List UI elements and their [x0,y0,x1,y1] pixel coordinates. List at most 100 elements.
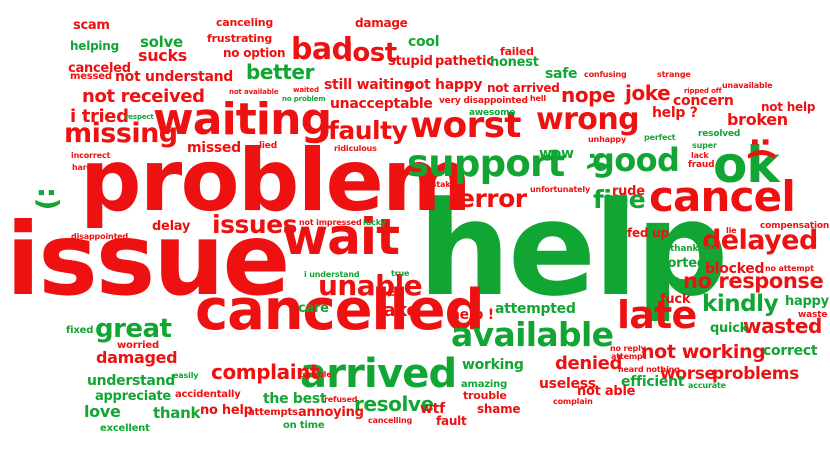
word-on-time: on time [283,420,325,431]
word-worst: worst [410,105,521,146]
word-no-response: no response [683,269,824,293]
word-amazing: amazing [461,379,508,390]
word-available: available [451,315,614,354]
word-faulty: faulty [328,116,408,145]
word-not-working: not working [641,341,766,363]
word-damaged: damaged [96,348,178,367]
word-canceled: canceled [68,61,131,76]
word-better: better [246,60,315,84]
word-waste: waste [798,310,828,320]
word-mistake: mistake [421,180,456,189]
word-attempts: attempts [248,407,298,418]
word-complaint: complaint [211,360,320,384]
word-correct: correct [763,343,818,359]
word-wow: wow [539,146,574,162]
word-messed: messed [70,71,112,82]
word-arrived: arrived [300,351,457,397]
word-refused: refused [324,395,358,404]
word-emoticon: :( [386,290,396,298]
word-not-understand: not understand [115,69,234,85]
word-i-tried: i tried [70,106,129,127]
word-unhappy: unhappy [588,135,627,144]
word-stupid: stupid [388,54,433,69]
word-ready: ready [656,277,685,287]
word-waiting: waiting [153,94,332,145]
word-awesome: awesome [469,108,516,118]
word-still-waiting: still waiting [324,77,414,93]
word-no-help: no help [200,403,253,418]
word-respect: respect [125,113,154,121]
word-i-understand: i understand [304,270,360,279]
word-easily: easily [173,371,199,380]
word-emoticon: :) [32,187,65,210]
word-kindly: kindly [702,291,779,317]
word-hard: hard [72,163,93,172]
word-fake: fake [376,300,419,321]
word-incorrect: incorrect [71,151,111,160]
word-wasted: wasted [743,314,822,338]
word-solve: solve [140,33,183,51]
word-attempted: attempted [495,301,576,317]
word-appreciate: appreciate [95,389,171,404]
word-understand: understand [87,373,176,389]
word-canceling: canceling [216,16,274,29]
word-problems: problems [712,364,799,384]
word-sucks: sucks [138,46,187,65]
word-hell: hell [530,94,546,103]
word-bad: bad [291,32,353,67]
word-ridiculous: ridiculous [334,144,377,153]
word-fuck: fuck [660,292,691,307]
word-unavailable: unavailable [722,81,773,90]
word-quick: quick [710,321,749,336]
word-confusing: confusing [584,70,627,79]
word-scam: scam [73,18,110,33]
word-joke: joke [625,81,671,105]
word-missing: missing [64,118,178,149]
word-wrong: wrong [536,102,640,137]
word-unfortunately: unfortunately [530,185,591,194]
word-lie: lie [726,226,737,235]
word-care: care [298,301,329,316]
word-not-impressed: not impressed [299,218,362,227]
word-not-happy: not happy [405,77,483,93]
word-not-available: not available [229,88,279,96]
word-trouble: trouble [463,389,507,402]
word-denied: denied [555,353,623,374]
word-help: help ! [450,307,494,323]
word-unacceptable: unacceptable [330,96,433,112]
word-worse: worse [660,364,716,384]
word-waited: waited [293,86,319,94]
word-shame: shame [477,402,521,416]
word-rude: rude [612,184,645,199]
word-ok: ok [713,136,780,194]
word-damage: damage [355,16,408,30]
word-issues: issues [212,210,297,239]
word-fault: fault [436,414,467,428]
word-blocked: blocked [705,261,765,277]
word-thank: thank [153,404,201,422]
word-compensation: compensation [760,221,830,231]
word-safe: safe [545,66,578,82]
word-good: good [592,141,680,179]
word-delay: delay [152,219,191,234]
word-concern: concern [673,93,734,109]
word-error: error [458,184,527,213]
word-broken: broken [727,110,788,129]
word-failed: failed [500,45,534,58]
word-resolve: resolve [354,392,434,416]
word-help: help [418,173,729,325]
word-fixed: fixed [66,325,94,336]
word-fine: fine [593,185,646,214]
word-missed: missed [187,140,241,156]
word-no-problem: no problem [282,95,326,103]
word-thankyou: thankyou [670,244,717,254]
word-working: working [462,357,524,373]
word-emoticon: :( [744,136,779,161]
word-very-disappointed: very disappointed [439,96,528,106]
word-accurate: accurate [688,381,726,390]
word-problem: problem [80,131,472,231]
word-great: great [95,314,172,344]
word-not-arrived: not arrived [487,81,560,95]
word-cancelling: cancelling [368,416,413,425]
